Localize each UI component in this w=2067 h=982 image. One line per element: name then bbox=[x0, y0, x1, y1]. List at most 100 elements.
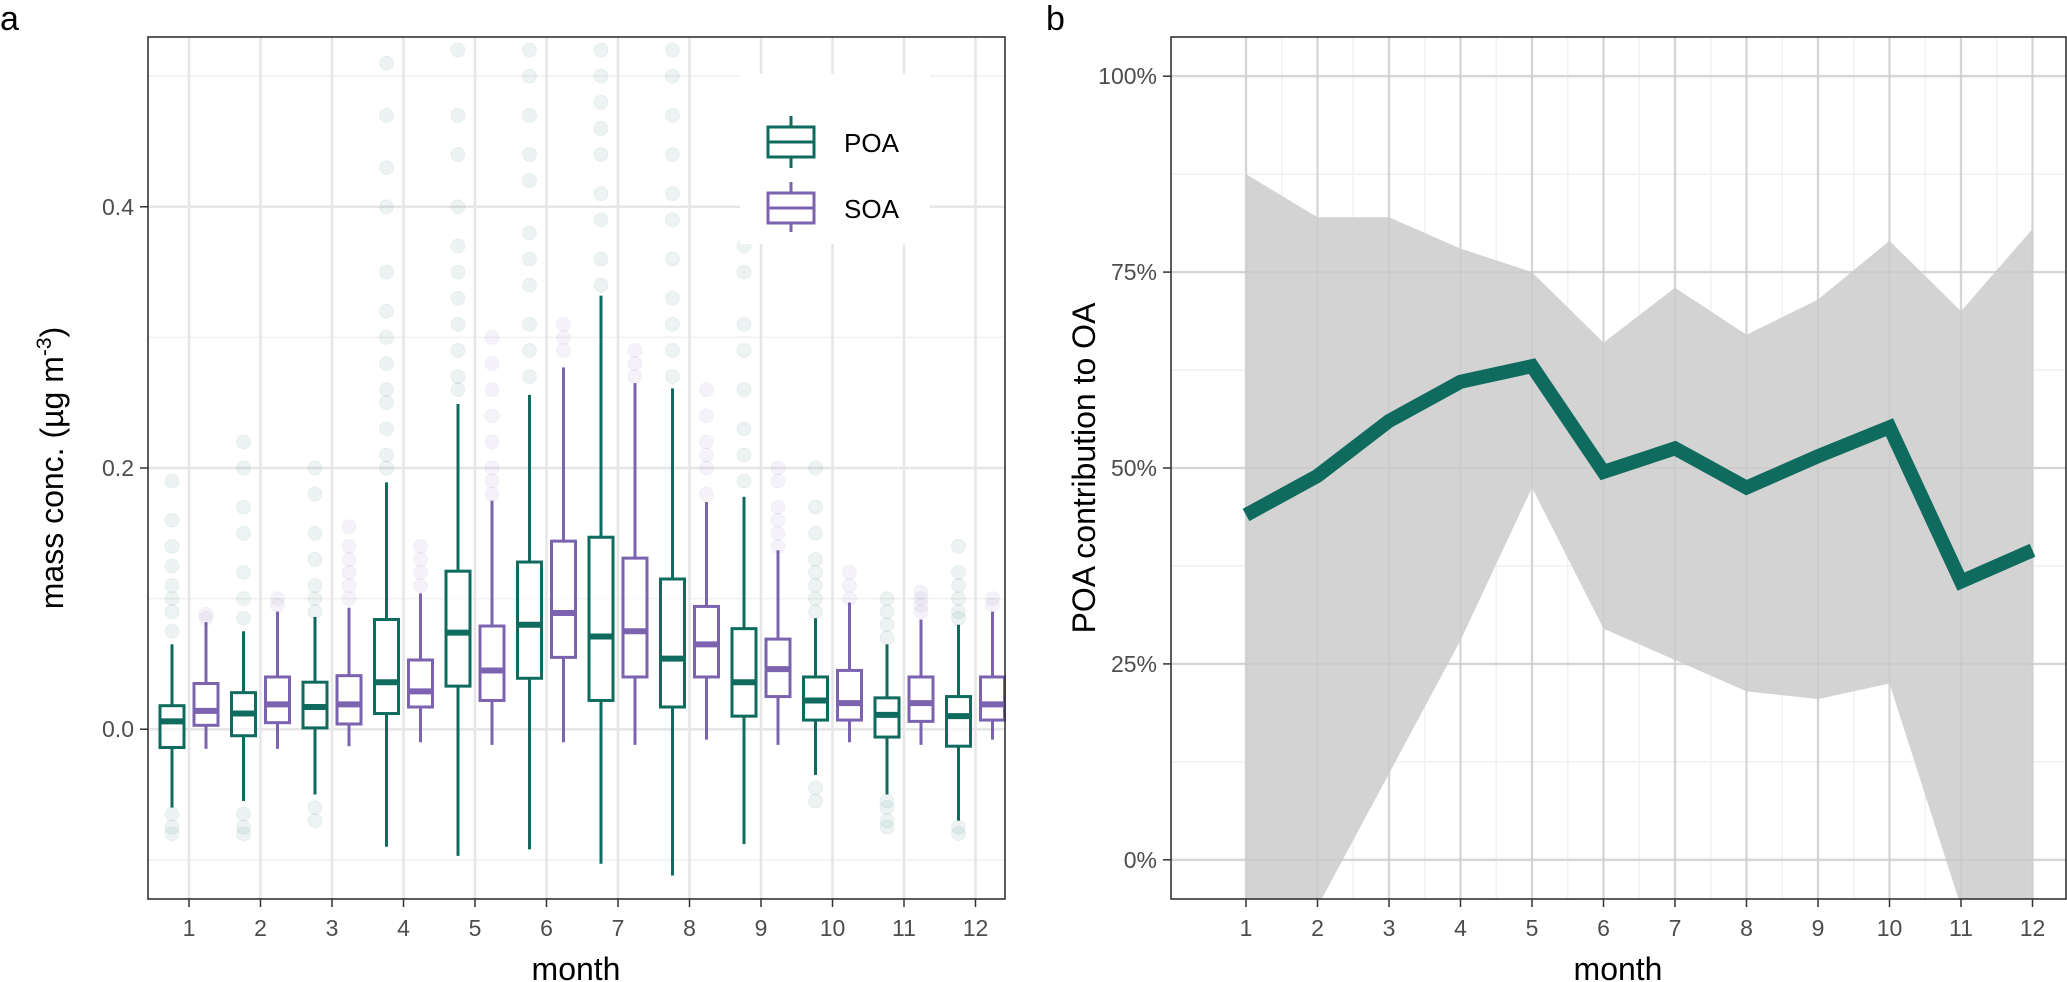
outlier-point bbox=[484, 473, 500, 489]
outlier-point bbox=[808, 578, 823, 594]
panel-b-y-axis: 0% 25% 50% 75% 100% bbox=[1098, 63, 1171, 873]
outlier-point bbox=[665, 369, 680, 385]
y-tick-label: 0.2 bbox=[102, 455, 134, 481]
outlier-point bbox=[879, 800, 895, 816]
outlier-point bbox=[736, 447, 752, 463]
legend-key-soa bbox=[766, 182, 816, 232]
outlier-point bbox=[736, 473, 752, 489]
x-tick-label: 7 bbox=[1669, 915, 1682, 941]
outlier-point bbox=[341, 538, 357, 554]
outlier-point bbox=[413, 551, 428, 567]
outlier-point bbox=[951, 564, 966, 580]
box-poa-month-11 bbox=[873, 644, 901, 795]
outlier-point bbox=[808, 551, 823, 567]
box-poa-month-3 bbox=[301, 616, 329, 795]
outlier-point bbox=[307, 578, 323, 594]
outlier-point bbox=[879, 591, 895, 607]
box-body bbox=[516, 560, 543, 680]
x-tick-label: 12 bbox=[963, 915, 989, 941]
outlier-point bbox=[665, 147, 680, 163]
outlier-point bbox=[913, 604, 929, 620]
box-poa-month-12 bbox=[945, 624, 972, 821]
outlier-point bbox=[522, 68, 537, 84]
outlier-point bbox=[951, 826, 966, 842]
panel-b-y-axis-title: POA contribution to OA bbox=[1066, 302, 1102, 634]
x-tick-label: 12 bbox=[2020, 915, 2046, 941]
outlier-point bbox=[379, 395, 394, 411]
outlier-point bbox=[236, 564, 251, 580]
outlier-point bbox=[164, 604, 180, 620]
x-tick-label: 8 bbox=[683, 915, 696, 941]
outlier-point bbox=[236, 806, 251, 822]
outlier-point bbox=[164, 591, 180, 607]
y-tick-label: 25% bbox=[1111, 651, 1157, 677]
outlier-point bbox=[341, 578, 357, 594]
outlier-point bbox=[379, 160, 394, 176]
box-poa-month-10 bbox=[802, 618, 829, 775]
outlier-point bbox=[951, 538, 966, 554]
box-body bbox=[979, 675, 1006, 722]
outlier-point bbox=[379, 107, 394, 123]
box-soa-month-11 bbox=[907, 619, 935, 745]
x-tick-label: 5 bbox=[469, 915, 482, 941]
outlier-point bbox=[164, 473, 180, 489]
x-tick-label: 5 bbox=[1526, 915, 1539, 941]
box-body bbox=[907, 675, 935, 723]
outlier-point bbox=[236, 819, 251, 835]
x-tick-label: 8 bbox=[1740, 915, 1753, 941]
outlier-point bbox=[379, 356, 394, 372]
outlier-point bbox=[665, 290, 680, 306]
outlier-point bbox=[665, 68, 680, 84]
outlier-point bbox=[808, 499, 823, 515]
outlier-point bbox=[413, 538, 428, 554]
outlier-point bbox=[556, 329, 571, 345]
box-poa-month-2 bbox=[230, 631, 257, 802]
outlier-point bbox=[522, 225, 537, 241]
panel-a-y-axis-title-end: ) bbox=[34, 327, 70, 338]
panel-a-y-axis-title-sup: -3 bbox=[33, 337, 56, 356]
outlier-point bbox=[879, 630, 895, 646]
outlier-point bbox=[379, 460, 394, 476]
outlier-point bbox=[236, 499, 251, 515]
box-body bbox=[335, 674, 363, 726]
x-tick-label: 3 bbox=[326, 915, 339, 941]
outlier-point bbox=[484, 486, 500, 502]
outlier-point bbox=[522, 277, 537, 293]
outlier-point bbox=[985, 591, 1000, 607]
outlier-point bbox=[484, 408, 500, 424]
outlier-point bbox=[808, 591, 823, 607]
panel-b-x-axis-title: month bbox=[1574, 951, 1663, 982]
outlier-point bbox=[450, 290, 466, 306]
x-tick-label: 2 bbox=[254, 915, 267, 941]
x-tick-label: 9 bbox=[1812, 915, 1825, 941]
outlier-point bbox=[556, 316, 571, 332]
x-tick-label: 6 bbox=[1597, 915, 1610, 941]
box-soa-month-8 bbox=[693, 501, 720, 740]
panel-b-line: 0%25%50%75%100% 1 2 3 4 5 6 7 8 9 10 11 12 month PO… bbox=[1066, 36, 2067, 982]
outlier-point bbox=[808, 564, 823, 580]
outlier-point bbox=[522, 251, 537, 267]
outlier-point bbox=[665, 42, 680, 58]
y-tick-label: 0% bbox=[1124, 847, 1157, 873]
outlier-point bbox=[808, 793, 823, 809]
outlier-point bbox=[164, 806, 180, 822]
box-body bbox=[621, 556, 649, 679]
outlier-point bbox=[307, 813, 323, 829]
panel-a-x-axis: 1 2 3 4 5 6 7 8 9 10 11 12 bbox=[183, 899, 989, 941]
outlier-point bbox=[842, 564, 857, 580]
x-tick-label: 4 bbox=[1454, 915, 1467, 941]
outlier-point bbox=[164, 826, 180, 842]
outlier-point bbox=[808, 460, 823, 476]
outlier-point bbox=[665, 107, 680, 123]
box-soa-month-5 bbox=[478, 500, 506, 745]
y-tick-label: 75% bbox=[1111, 259, 1157, 285]
outlier-point bbox=[699, 382, 714, 398]
panel-a-boxplot: 0.00.20.4 1 2 3 4 5 6 7 8 9 10 11 12 month mass con… bbox=[33, 36, 1006, 982]
legend-label-soa: SOA bbox=[844, 194, 900, 224]
outlier-point bbox=[522, 342, 537, 358]
outlier-point bbox=[307, 551, 323, 567]
outlier-point bbox=[879, 604, 895, 620]
outlier-point bbox=[236, 591, 251, 607]
outlier-point bbox=[665, 212, 680, 228]
